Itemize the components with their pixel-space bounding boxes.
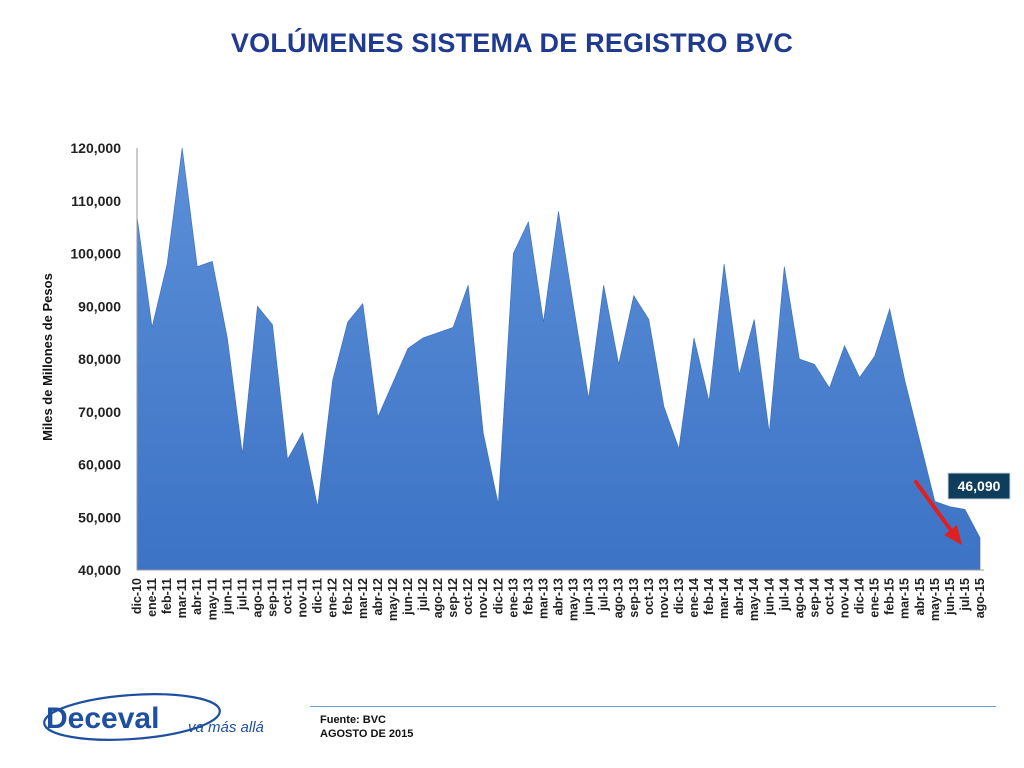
x-tick-label: ene-11 xyxy=(145,578,159,617)
x-tick-label: sep-14 xyxy=(807,578,821,618)
y-tick-label: 40,000 xyxy=(78,562,121,578)
y-tick-label: 70,000 xyxy=(78,404,121,420)
x-tick-label: may-11 xyxy=(205,578,219,620)
y-tick-label: 60,000 xyxy=(78,457,121,473)
source-note: Fuente: BVC AGOSTO DE 2015 xyxy=(320,713,413,741)
x-tick-label: nov-14 xyxy=(838,578,852,618)
y-tick-label: 80,000 xyxy=(78,351,121,367)
y-axis-label: Miles de Millones de Pesos xyxy=(40,273,55,441)
x-tick-label: jun-12 xyxy=(401,578,415,616)
x-tick-label: mar-14 xyxy=(717,578,731,619)
x-tick-label: may-13 xyxy=(567,578,581,621)
x-tick-label: jun-14 xyxy=(762,578,776,616)
x-tick-label: jul-12 xyxy=(416,578,430,612)
x-tick-label: dic-13 xyxy=(672,578,686,614)
x-tick-label: may-15 xyxy=(928,578,942,621)
x-tick-label: dic-11 xyxy=(311,578,325,613)
x-tick-label: sep-11 xyxy=(265,578,279,617)
series-area xyxy=(136,147,981,571)
x-tick-label: ene-15 xyxy=(868,578,882,618)
x-tick-label: ene-12 xyxy=(326,578,340,618)
date-line: AGOSTO DE 2015 xyxy=(320,728,414,740)
x-axis: dic-10 ene-11 feb-11 mar-11 abr-11 may-11 jun-… xyxy=(130,578,987,621)
x-tick-label: jul-14 xyxy=(777,578,791,612)
x-tick-label: ago-14 xyxy=(792,578,806,618)
x-tick-label: feb-13 xyxy=(521,578,535,615)
deceval-logo: Deceval va más allá xyxy=(43,693,264,741)
x-tick-label: abr-12 xyxy=(371,578,385,616)
x-tick-label: mar-15 xyxy=(898,578,912,619)
callout-box xyxy=(947,472,1011,500)
x-tick-label: mar-13 xyxy=(536,578,550,619)
x-tick-label: may-14 xyxy=(747,578,761,621)
x-tick-label: feb-12 xyxy=(341,578,355,615)
x-tick-label: oct-14 xyxy=(822,578,836,615)
x-tick-label: jun-13 xyxy=(582,578,596,616)
value-callout: 46,090 xyxy=(947,472,1011,500)
x-tick-label: jul-11 xyxy=(235,578,249,611)
x-tick-label: may-12 xyxy=(386,578,400,621)
x-tick-label: ago-12 xyxy=(431,578,445,618)
x-tick-label: mar-11 xyxy=(175,578,189,618)
y-tick-label: 120,000 xyxy=(70,140,121,156)
x-tick-label: oct-12 xyxy=(461,578,475,615)
x-tick-label: dic-12 xyxy=(491,578,505,614)
x-tick-label: oct-11 xyxy=(281,578,295,614)
x-tick-label: dic-10 xyxy=(130,578,144,614)
x-tick-label: mar-12 xyxy=(356,578,370,619)
x-tick-label: nov-13 xyxy=(657,578,671,618)
slide-title: VOLÚMENES SISTEMA DE REGISTRO BVC xyxy=(230,28,794,58)
x-tick-label: oct-13 xyxy=(642,578,656,615)
x-tick-label: abr-14 xyxy=(732,578,746,616)
x-tick-label: nov-12 xyxy=(476,578,490,618)
x-tick-label: abr-13 xyxy=(552,578,566,616)
x-tick-label: nov-11 xyxy=(296,578,310,618)
footer-divider xyxy=(310,706,996,707)
logo-tagline: va más allá xyxy=(188,719,264,736)
x-tick-label: ene-13 xyxy=(506,578,520,618)
x-tick-label: abr-15 xyxy=(913,578,927,616)
x-tick-label: sep-13 xyxy=(627,578,641,618)
y-tick-label: 100,000 xyxy=(70,246,121,262)
red-arrow-icon xyxy=(914,480,962,545)
x-tick-label: jul-13 xyxy=(597,578,611,612)
x-tick-label: ene-14 xyxy=(687,578,701,618)
x-tick-label: ago-13 xyxy=(612,578,626,618)
x-tick-label: jun-11 xyxy=(220,578,234,615)
x-tick-label: jun-15 xyxy=(943,578,957,616)
source-line: Fuente: BVC xyxy=(320,714,386,726)
x-tick-label: feb-15 xyxy=(883,578,897,615)
y-tick-label: 110,000 xyxy=(71,193,121,209)
x-tick-label: feb-14 xyxy=(702,578,716,615)
callout-value: 46,090 xyxy=(958,478,1001,494)
x-tick-label: ago-11 xyxy=(250,578,264,618)
x-tick-label: jul-15 xyxy=(958,578,972,612)
y-axis: 40,000 50,000 60,000 70,000 80,000 90,000 100,… xyxy=(70,140,121,578)
y-tick-label: 90,000 xyxy=(78,298,121,314)
x-tick-label: sep-12 xyxy=(446,578,460,618)
x-tick-label: ago-15 xyxy=(973,578,987,618)
x-tick-label: dic-14 xyxy=(853,578,867,614)
x-tick-label: feb-11 xyxy=(160,578,174,614)
y-tick-label: 50,000 xyxy=(78,509,121,525)
x-tick-label: abr-11 xyxy=(190,578,204,615)
logo-word: Deceval xyxy=(46,702,159,735)
